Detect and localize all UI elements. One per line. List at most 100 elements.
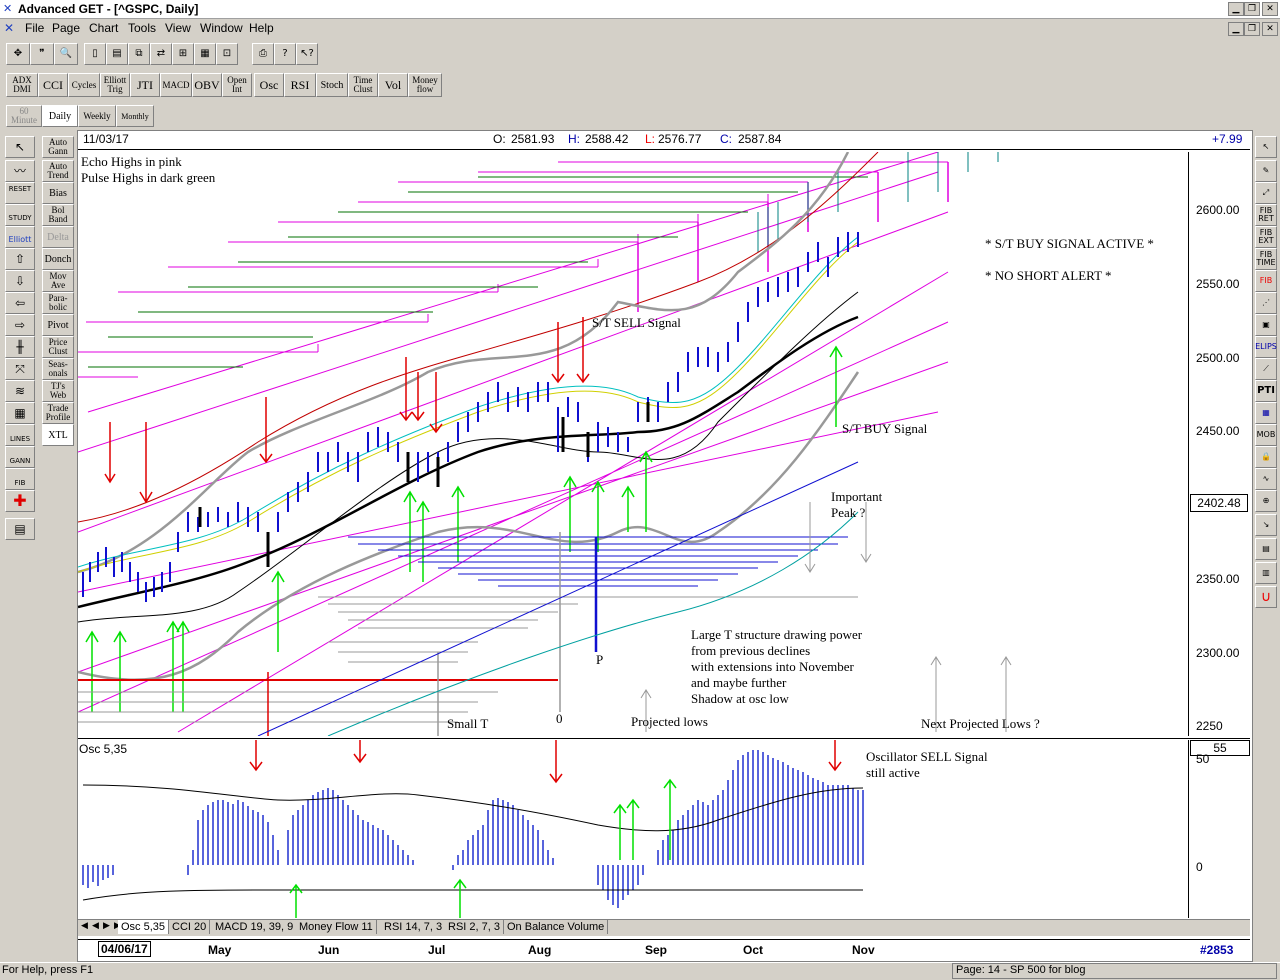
study-parabolic-button[interactable]: Para-bolic <box>42 292 74 314</box>
fan-tool-icon[interactable]: ⋰ <box>1255 292 1277 314</box>
menu-file[interactable]: File <box>25 21 45 35</box>
fib-time-button[interactable]: FIB TIME <box>1255 248 1277 270</box>
tab-obv[interactable]: On Balance Volume <box>504 920 609 934</box>
menu-help[interactable]: Help <box>249 21 274 35</box>
study-donch-button[interactable]: Donch <box>42 248 74 270</box>
menu-chart[interactable]: Chart <box>89 21 119 35</box>
pti-button[interactable]: PTI <box>1255 380 1277 402</box>
indicator-money-flow-button[interactable]: Money flow <box>408 73 442 97</box>
select-tool-icon[interactable]: ↖ <box>1255 136 1277 158</box>
timeframe-daily-button[interactable]: Daily <box>42 105 78 127</box>
indicator-cycles-button[interactable]: Cycles <box>68 73 100 97</box>
menu-view[interactable]: View <box>165 21 191 35</box>
paste-icon[interactable]: ⇄ <box>150 43 172 65</box>
child-close-button[interactable]: ✕ <box>1262 22 1278 36</box>
tab-scroll-next-icon[interactable]: ▶ <box>103 920 110 930</box>
child-restore-button[interactable]: ❐ <box>1244 22 1260 36</box>
tab-scroll-prev-icon[interactable]: ◀ <box>92 920 99 930</box>
indicator-adx-button[interactable]: ADX DMI <box>6 73 38 97</box>
study-mov-ave-button[interactable]: Mov Ave <box>42 270 74 292</box>
price-chart[interactable] <box>78 152 1188 736</box>
magnet-icon[interactable]: ∪ <box>1255 586 1277 608</box>
indicator-rsi-button[interactable]: RSI <box>284 73 316 97</box>
tab-macd[interactable]: MACD 19, 39, 9 <box>212 920 298 934</box>
line-tool-icon[interactable]: ⤢ <box>1255 182 1277 204</box>
mob-button[interactable]: MOB <box>1255 424 1277 446</box>
study-price-clust-button[interactable]: Price Clust <box>42 336 74 358</box>
close-button[interactable]: ✕ <box>1262 2 1278 16</box>
study-button[interactable]: STUDY <box>5 204 35 226</box>
grid-icon[interactable]: ▦ <box>194 43 216 65</box>
bars-tool-icon[interactable]: ╫ <box>5 336 35 358</box>
diagonal-tool-icon[interactable]: ⟋ <box>1255 358 1277 380</box>
tab-osc[interactable]: Osc 5,35 <box>118 920 170 934</box>
help-icon[interactable]: ? <box>274 43 296 65</box>
reset-button[interactable]: RESET <box>5 182 35 204</box>
zoom-in-icon[interactable]: ⊕ <box>1255 490 1277 512</box>
menu-page[interactable]: Page <box>52 21 81 35</box>
maximize-button[interactable]: ❐ <box>1244 2 1260 16</box>
study-delta-button[interactable]: Delta <box>42 226 74 248</box>
tab-rsi-2[interactable]: RSI 2, 7, 3 <box>445 920 504 934</box>
fib-button[interactable]: FIB <box>5 468 35 490</box>
indicator-macd-button[interactable]: MACD <box>160 73 192 97</box>
study-trade-profile-button[interactable]: Trade Profile <box>42 402 74 424</box>
fib-ret-button[interactable]: FIB RET <box>1255 204 1277 226</box>
study-tjs-web-button[interactable]: TJ's Web <box>42 380 74 402</box>
indicator-jti-button[interactable]: JTI <box>130 73 160 97</box>
grid-tool-icon[interactable]: ▦ <box>5 402 35 424</box>
arrow-left-icon[interactable]: ⇦ <box>5 292 35 314</box>
new-page-icon[interactable]: ▯ <box>84 43 106 65</box>
tab-rsi-14[interactable]: RSI 14, 7, 3 <box>381 920 447 934</box>
cursor-tool-icon[interactable]: ↘ <box>1255 514 1277 536</box>
zoom-icon[interactable]: 🔍 <box>54 43 78 65</box>
indicator-obv-button[interactable]: OBV <box>192 73 222 97</box>
tab-money-flow[interactable]: Money Flow 11 <box>296 920 377 934</box>
quote-icon[interactable]: ❞ <box>30 43 54 65</box>
properties-icon[interactable]: ▤ <box>5 518 35 540</box>
crosshair-icon[interactable]: ✚ <box>5 490 35 512</box>
study-bias-button[interactable]: Bias <box>42 182 74 204</box>
oscillator-chart[interactable] <box>78 740 1188 918</box>
tab-scroll-last-icon[interactable]: ▶ <box>114 920 121 931</box>
print-icon[interactable]: ⎙ <box>252 43 274 65</box>
indicator-elliott-trig-button[interactable]: Elliott Trig <box>100 73 130 97</box>
trend-tool-icon[interactable]: ⤧ <box>5 358 35 380</box>
timeframe-60min-button[interactable]: 60 Minute <box>6 105 42 127</box>
timeframe-weekly-button[interactable]: Weekly <box>78 105 116 127</box>
lock-icon[interactable]: 🔒 <box>1255 446 1277 468</box>
indicator-open-int-button[interactable]: Open Int <box>222 73 252 97</box>
move-tool-icon[interactable]: ↖ <box>5 136 35 158</box>
pointer-tool-icon[interactable]: ✥ <box>6 43 30 65</box>
grid-blue-icon[interactable]: ▦ <box>1255 402 1277 424</box>
text-box-icon[interactable]: ▤ <box>1255 538 1277 560</box>
tab-cci[interactable]: CCI 20 <box>169 920 211 934</box>
pencil-tool-icon[interactable]: ✎ <box>1255 160 1277 182</box>
study-seasonals-button[interactable]: Seas-onals <box>42 358 74 380</box>
channel-tool-icon[interactable]: ≋ <box>5 380 35 402</box>
study-auto-gann-button[interactable]: Auto Gann <box>42 136 74 158</box>
arrow-down-icon[interactable]: ⇩ <box>5 270 35 292</box>
indicator-cci-button[interactable]: CCI <box>38 73 68 97</box>
arrow-up-icon[interactable]: ⇧ <box>5 248 35 270</box>
indicator-time-clust-button[interactable]: Time Clust <box>348 73 378 97</box>
open-icon[interactable]: ▤ <box>106 43 128 65</box>
lines-button[interactable]: LINES <box>5 424 35 446</box>
study-auto-trend-button[interactable]: Auto Trend <box>42 160 74 182</box>
gann-button[interactable]: GANN <box>5 446 35 468</box>
arrow-right-icon[interactable]: ⇨ <box>5 314 35 336</box>
cycle-icon[interactable]: ∿ <box>1255 468 1277 490</box>
ellipse-button[interactable]: ELIPS <box>1255 336 1277 358</box>
study-xtl-button[interactable]: XTL <box>42 424 74 446</box>
timeframe-monthly-button[interactable]: Monthly <box>116 105 154 127</box>
wave-tool-icon[interactable]: 〰 <box>5 160 35 182</box>
layout-icon[interactable]: ⊞ <box>172 43 194 65</box>
study-pivot-button[interactable]: Pivot <box>42 314 74 336</box>
copy-icon[interactable]: ⧉ <box>128 43 150 65</box>
indicator-stoch-button[interactable]: Stoch <box>316 73 348 97</box>
tab-scroll-first-icon[interactable]: ◀ <box>81 920 88 930</box>
study-bol-band-button[interactable]: Bol Band <box>42 204 74 226</box>
box-tool-icon[interactable]: ▣ <box>1255 314 1277 336</box>
minimize-button[interactable]: ▁ <box>1228 2 1244 16</box>
notes-icon[interactable]: ▥ <box>1255 562 1277 584</box>
